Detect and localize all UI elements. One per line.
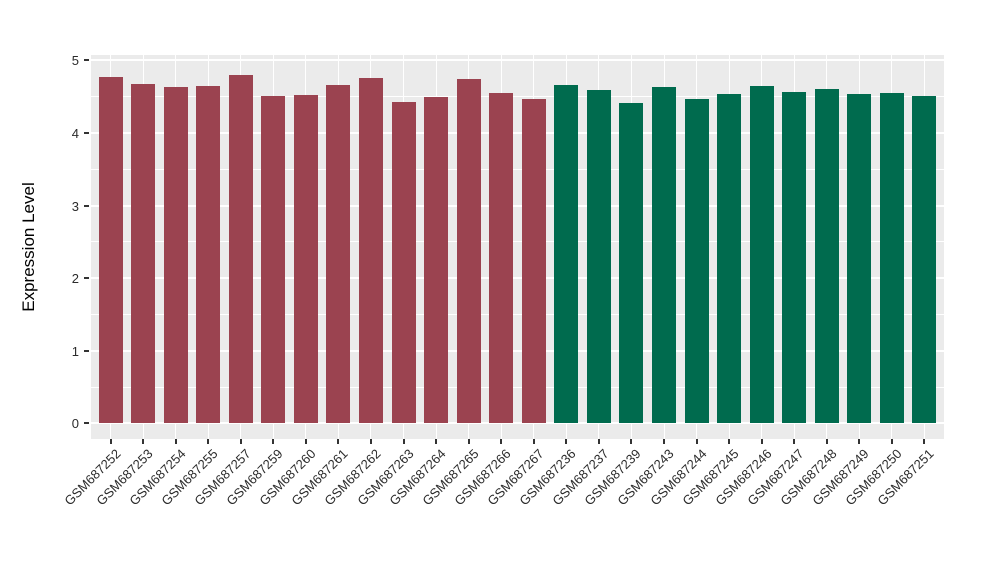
x-tick-mark: [630, 439, 633, 444]
bar-GSM687237: [586, 90, 611, 424]
x-tick-mark: [597, 439, 600, 444]
bar-GSM687265: [456, 79, 481, 424]
gridline-minor-y: [91, 241, 944, 243]
y-tick-label: 4: [71, 125, 79, 141]
y-tick-label: 0: [71, 416, 79, 432]
x-tick-mark: [728, 439, 731, 444]
y-tick-label: 2: [71, 271, 79, 287]
bar-GSM687259: [261, 95, 286, 424]
x-tick-mark: [467, 439, 470, 444]
gridline-major-y-4: [91, 131, 944, 134]
y-tick-mark: [84, 277, 89, 280]
gridline-major-y-5: [91, 59, 944, 62]
y-tick-label: 5: [71, 53, 79, 69]
gridline-major-y-0: [91, 422, 944, 425]
gridline-minor-y: [91, 96, 944, 98]
bar-GSM687249: [847, 94, 872, 424]
x-tick-mark: [500, 439, 503, 444]
x-tick-mark: [369, 439, 372, 444]
bar-GSM687248: [814, 89, 839, 424]
bar-GSM687260: [293, 95, 318, 424]
y-tick-mark: [84, 131, 89, 134]
bar-GSM687266: [489, 92, 514, 424]
y-tick-mark: [84, 59, 89, 62]
y-tick-label: 3: [71, 198, 79, 214]
gridline-minor-y: [91, 313, 944, 315]
x-tick-mark: [337, 439, 340, 444]
bar-GSM687267: [521, 98, 546, 424]
bar-GSM687252: [98, 77, 123, 424]
bar-GSM687243: [652, 87, 676, 424]
bar-GSM687254: [163, 87, 188, 424]
x-tick-mark: [923, 439, 926, 444]
y-tick-mark: [84, 422, 89, 425]
bar-GSM687261: [326, 85, 351, 424]
bar-GSM687244: [684, 98, 709, 424]
x-tick-mark: [402, 439, 405, 444]
bar-GSM687255: [196, 85, 221, 424]
gridline-major-y-3: [91, 204, 944, 207]
gridline-major-y-2: [91, 277, 944, 280]
plot-panel: [91, 55, 944, 439]
x-tick-mark: [890, 439, 893, 444]
x-tick-mark: [695, 439, 698, 444]
x-tick-mark: [272, 439, 275, 444]
bar-GSM687247: [782, 91, 807, 424]
y-tick-mark: [84, 349, 89, 352]
x-tick-mark: [174, 439, 177, 444]
x-tick-mark: [858, 439, 861, 444]
bar-GSM687236: [554, 85, 579, 424]
bar-GSM687253: [131, 83, 156, 424]
gridline-minor-y: [91, 168, 944, 170]
gridline-minor-y: [91, 386, 944, 388]
bar-GSM687245: [717, 94, 742, 424]
x-tick-mark: [239, 439, 242, 444]
x-tick-mark: [793, 439, 796, 444]
bar-GSM687263: [391, 101, 416, 424]
y-tick-label: 1: [71, 343, 79, 359]
bar-GSM687257: [228, 74, 253, 424]
bar-GSM687250: [879, 92, 904, 424]
bar-GSM687246: [749, 85, 774, 424]
x-tick-mark: [435, 439, 438, 444]
bar-GSM687239: [619, 103, 644, 424]
x-tick-mark: [663, 439, 665, 444]
bar-GSM687251: [912, 95, 937, 424]
x-tick-mark: [142, 439, 145, 444]
gridline-major-y-1: [91, 349, 944, 352]
x-tick-mark: [532, 439, 535, 444]
x-tick-mark: [109, 439, 112, 444]
x-tick-mark: [565, 439, 568, 444]
x-tick-mark: [207, 439, 210, 444]
y-axis-title: Expression Level: [19, 182, 38, 312]
x-tick-mark: [825, 439, 828, 444]
bar-GSM687264: [424, 97, 449, 424]
x-tick-mark: [304, 439, 307, 444]
bar-GSM687262: [358, 78, 383, 424]
y-tick-mark: [84, 204, 89, 207]
x-tick-mark: [760, 439, 763, 444]
